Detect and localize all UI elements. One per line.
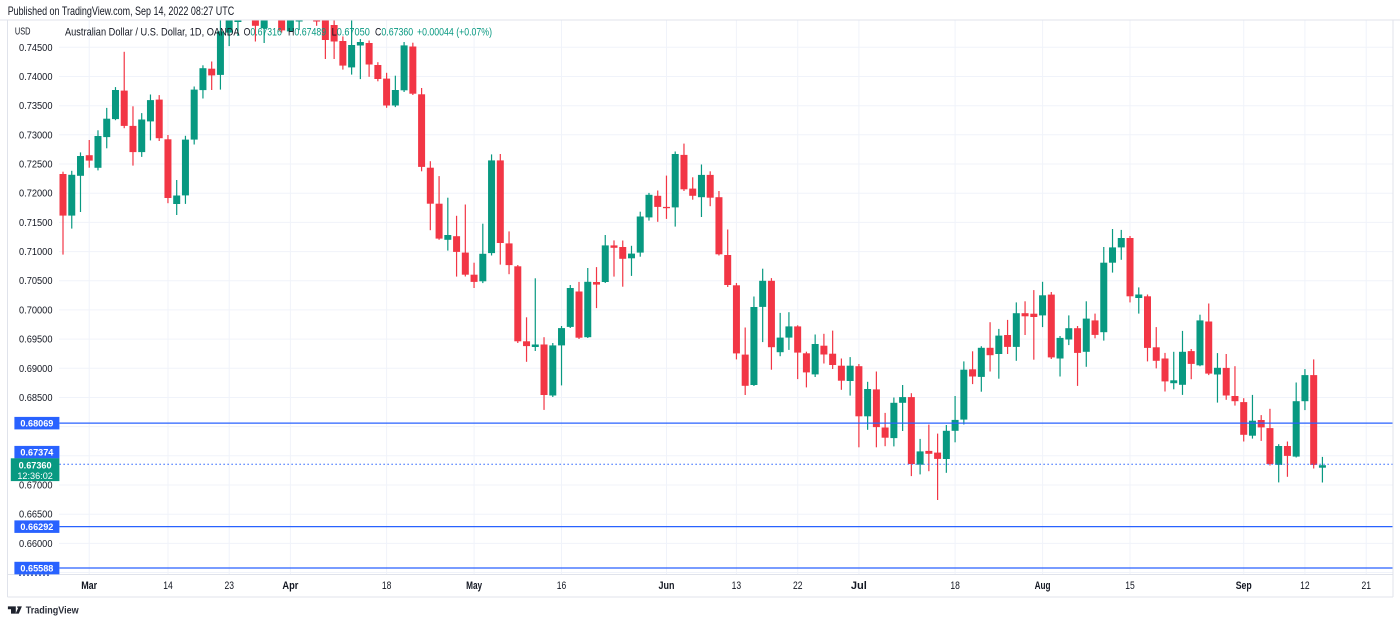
svg-text:TradingView: TradingView [26, 606, 80, 617]
svg-text:12: 12 [1300, 580, 1310, 592]
svg-text:O0.67316: O0.67316 [244, 26, 282, 38]
svg-text:Sep: Sep [1236, 580, 1252, 592]
svg-text:0.74500: 0.74500 [19, 43, 53, 54]
svg-text:12:36:02: 12:36:02 [17, 471, 53, 482]
svg-text:0.73500: 0.73500 [19, 101, 53, 112]
svg-text:18: 18 [950, 580, 960, 592]
svg-text:0.65588: 0.65588 [20, 564, 54, 575]
svg-text:Published on TradingView.com,: Published on TradingView.com, Sep 14, 20… [8, 4, 235, 18]
svg-text:Mar: Mar [81, 580, 98, 592]
svg-text:22: 22 [793, 580, 803, 592]
svg-text:0.67000: 0.67000 [19, 481, 53, 492]
svg-text:0.71500: 0.71500 [19, 218, 53, 229]
svg-text:0.68069: 0.68069 [20, 419, 53, 430]
svg-text:Jul: Jul [851, 580, 867, 592]
svg-text:Apr: Apr [282, 580, 299, 592]
svg-text:0.72000: 0.72000 [19, 189, 53, 200]
svg-text:May: May [466, 580, 482, 592]
svg-text:0.66000: 0.66000 [19, 539, 53, 550]
svg-text:0.67360: 0.67360 [19, 460, 52, 471]
svg-text:H0.67489: H0.67489 [288, 26, 326, 38]
svg-text:0.72500: 0.72500 [19, 160, 53, 171]
svg-text:0.67374: 0.67374 [20, 448, 54, 459]
svg-text:0.69000: 0.69000 [19, 364, 53, 375]
svg-text:C0.67360: C0.67360 [375, 26, 413, 38]
svg-text:0.73000: 0.73000 [19, 130, 53, 141]
svg-text:0.70000: 0.70000 [19, 305, 53, 316]
svg-text:0.66500: 0.66500 [19, 510, 53, 521]
svg-text:16: 16 [557, 580, 567, 592]
svg-text:18: 18 [382, 580, 392, 592]
svg-text:0.69500: 0.69500 [19, 335, 53, 346]
svg-text:Jun: Jun [659, 580, 675, 592]
svg-text:0.66292: 0.66292 [20, 522, 53, 533]
svg-text:USD: USD [15, 27, 31, 38]
svg-text:13: 13 [732, 580, 742, 592]
svg-text:0.71000: 0.71000 [19, 247, 53, 258]
svg-text:21: 21 [1361, 580, 1371, 592]
svg-text:0.74000: 0.74000 [19, 72, 53, 83]
svg-text:0.68500: 0.68500 [19, 393, 53, 404]
svg-text:Aug: Aug [1035, 580, 1051, 592]
svg-text:14: 14 [163, 580, 173, 592]
svg-text:15: 15 [1125, 580, 1135, 592]
svg-text:L0.67050: L0.67050 [332, 26, 370, 38]
svg-text:23: 23 [224, 580, 234, 592]
svg-text:0.70500: 0.70500 [19, 276, 53, 287]
svg-text:Australian Dollar / U.S. Dolla: Australian Dollar / U.S. Dollar, 1D, OAN… [65, 26, 240, 38]
svg-text:+0.00044 (+0.07%): +0.00044 (+0.07%) [417, 26, 492, 38]
